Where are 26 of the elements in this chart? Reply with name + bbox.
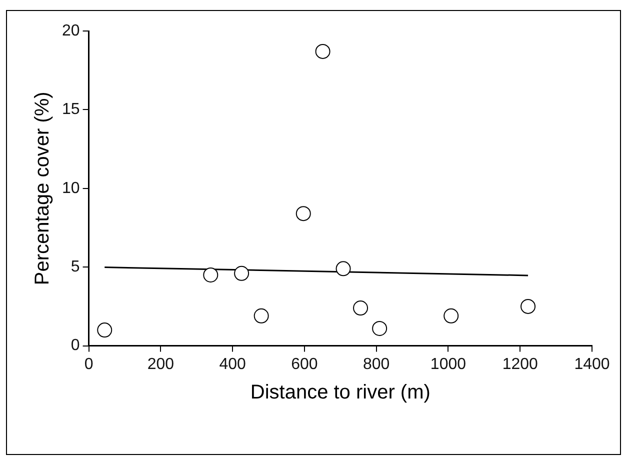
point [234, 266, 250, 281]
point [353, 300, 368, 316]
point [296, 206, 311, 222]
point [97, 322, 112, 338]
y-tick-label: 5 [70, 258, 80, 276]
x-tick-label: 1400 [574, 356, 610, 373]
point [203, 267, 218, 282]
y-tick-label: 0 [70, 337, 80, 354]
x-tick-label: 1000 [430, 356, 466, 373]
x-tick-label: 1200 [502, 356, 538, 373]
x-axis-title: Distance to river (m) [250, 382, 430, 404]
y-tick-label: 20 [62, 22, 80, 40]
y-axis-title: Percentage cover (%) [32, 92, 54, 286]
y-tick-label: 15 [62, 101, 80, 118]
point [444, 308, 459, 324]
point [372, 320, 388, 336]
x-tick-label: 200 [147, 356, 174, 373]
y-tick-label: 10 [62, 180, 80, 197]
point [520, 298, 536, 314]
x-tick-label: 800 [362, 356, 390, 373]
x-tick-label: 0 [84, 356, 94, 373]
point [315, 44, 330, 59]
x-tick-label: 400 [219, 356, 246, 373]
x-tick-label: 600 [291, 356, 318, 373]
point [336, 261, 351, 276]
point [254, 308, 269, 324]
